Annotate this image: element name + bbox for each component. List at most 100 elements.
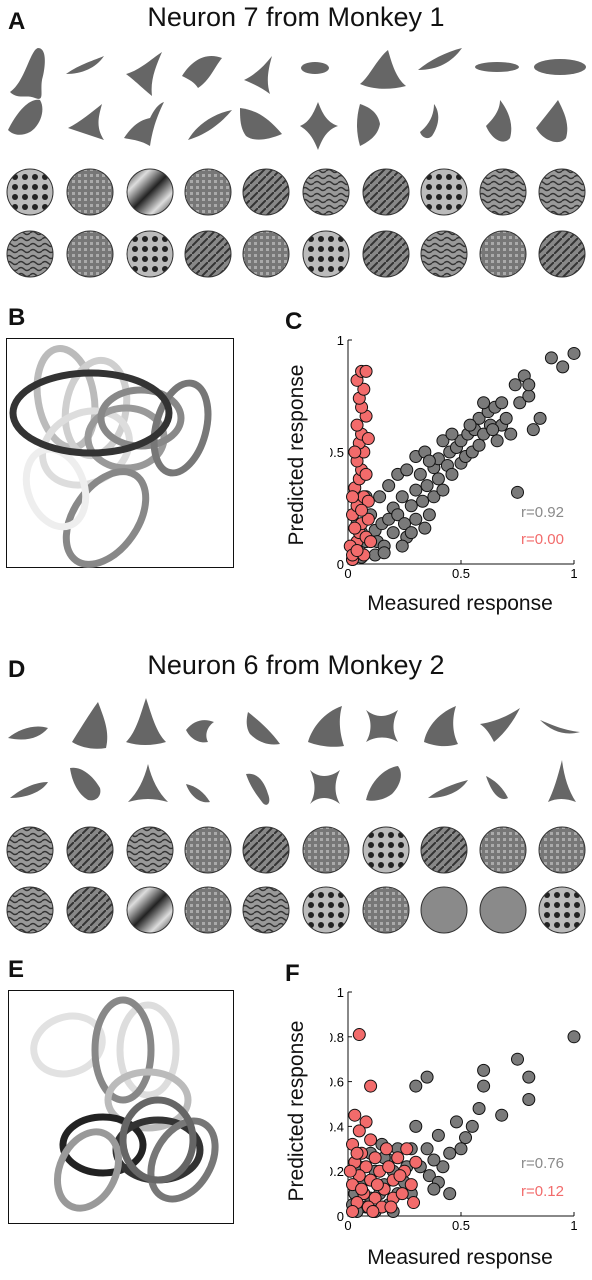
- legend-c-gray: r=0.92: [521, 504, 564, 521]
- scatter-f-point-red: [384, 1200, 398, 1214]
- scatter-c-point-gray: [404, 526, 418, 540]
- shape-a12: [68, 104, 104, 140]
- scatter-c-point-gray: [431, 472, 445, 486]
- neuron-title-top: Neuron 7 from Monkey 1: [147, 2, 445, 32]
- shape-d6: [308, 706, 344, 747]
- shape-a14: [188, 110, 232, 140]
- scatter-f-ytick-label: 0.6: [330, 1075, 344, 1090]
- scatter-f-point-red: [400, 1142, 414, 1156]
- xlabel-f: Measured response: [367, 1246, 553, 1269]
- scatter-c-point-gray: [418, 521, 432, 535]
- scatter-c-point-red: [361, 494, 375, 508]
- shape-a20: [536, 100, 568, 143]
- scatter-c-point-gray: [513, 396, 527, 410]
- shape-a13: [124, 102, 164, 146]
- scatter-f-point-gray: [420, 1142, 434, 1156]
- scatter-c-point-gray: [409, 483, 423, 497]
- ellipse-panel-b: [6, 338, 234, 568]
- scatter-c-point-gray: [522, 389, 536, 403]
- scatter-c-point-red: [361, 512, 375, 526]
- scatter-f-ytick-label: 0.4: [330, 1119, 344, 1134]
- scatter-f-point-gray: [420, 1070, 434, 1084]
- scatter-c-point-gray: [373, 490, 387, 504]
- scatter-c-point-gray: [508, 378, 522, 392]
- scatter-c-xtick-label: 1: [570, 566, 577, 578]
- scatter-c-point-gray: [404, 499, 418, 513]
- scatter-c-ytick-label: 0.5: [330, 445, 344, 460]
- neuron-title-bottom: Neuron 6 from Monkey 2: [147, 650, 445, 680]
- scatter-f-point-gray: [443, 1146, 457, 1160]
- scatter-f-point-gray: [422, 1169, 436, 1183]
- shape-d1: [8, 726, 48, 740]
- scatter-f-point-red: [393, 1169, 407, 1183]
- shape-a15: [240, 108, 282, 140]
- scatter-c-point-gray: [422, 508, 436, 522]
- scatter-f-point-gray: [472, 1101, 486, 1115]
- scatter-f-point-red: [391, 1151, 405, 1165]
- scatter-f-point-gray: [427, 1182, 441, 1196]
- scatter-c-point-gray: [499, 411, 513, 425]
- shape-a3: [126, 52, 162, 96]
- shape-a5: [244, 56, 272, 94]
- shape-d10: [540, 720, 580, 734]
- stimuli-grid-a: [6, 48, 586, 278]
- scatter-f-ytick-label: 0.2: [330, 1164, 344, 1179]
- scatter-f-point-red: [348, 1108, 362, 1122]
- scatter-f-point-red: [346, 1205, 360, 1219]
- scatter-f-point-gray: [522, 1070, 536, 1084]
- scatter-f-point-red: [350, 1146, 364, 1160]
- scatter-f-point-red: [368, 1151, 382, 1165]
- panel-letter-d: D: [8, 656, 26, 683]
- scatter-c-point-gray: [398, 517, 411, 531]
- shape-d5: [246, 712, 280, 745]
- texture-row-a2: [6, 230, 586, 278]
- scatter-c-point-red: [350, 544, 364, 558]
- scatter-c-point-gray: [486, 423, 500, 437]
- scatter-c-point-gray: [377, 546, 391, 560]
- scatter-f-point-red: [370, 1178, 384, 1192]
- scatter-f-point-red: [352, 1124, 366, 1138]
- shape-a9: [475, 62, 519, 72]
- scatter-c-point-red: [348, 521, 362, 535]
- panel-letter-e: E: [8, 956, 25, 983]
- shape-d8: [424, 706, 458, 747]
- scatter-c-point-gray: [400, 463, 414, 477]
- shape-d12: [70, 767, 101, 801]
- shape-a18: [420, 104, 439, 139]
- shape-a2: [66, 56, 104, 74]
- panel-letter-a: A: [8, 8, 26, 35]
- scatter-f-xtick-label: 0.5: [452, 1218, 470, 1230]
- scatter-f-point-gray: [567, 1030, 581, 1044]
- scatter-f-point-red: [404, 1178, 418, 1192]
- ylabel-f: Predicted response: [285, 1020, 308, 1202]
- scatter-c: 0 0.5 1 0 0.5 1: [330, 333, 581, 578]
- shape-a7: [360, 50, 406, 89]
- scatter-f-point-gray: [477, 1079, 491, 1093]
- scatter-f-point-gray: [436, 1160, 450, 1174]
- scatter-c-ytick-label: 0: [337, 557, 344, 572]
- legend-c-red: r=0.00: [521, 531, 564, 548]
- scatter-c-point-gray: [445, 467, 459, 481]
- scatter-c-point-gray: [436, 434, 450, 448]
- scatter-c-point-gray: [544, 351, 558, 365]
- shape-d4: [186, 720, 214, 743]
- scatter-c-point-gray: [413, 467, 427, 481]
- shape-a4: [182, 56, 222, 88]
- scatter-c-point-gray: [386, 526, 400, 540]
- texture-row-d2: [6, 886, 586, 934]
- scatter-f-point-gray: [449, 1115, 463, 1129]
- scatter-c-point-gray: [395, 490, 409, 504]
- scatter-c-point-gray: [477, 396, 491, 410]
- shape-a19: [486, 100, 512, 142]
- scatter-c-point-red: [348, 445, 362, 459]
- scatter-f-ytick-label: 0: [337, 1209, 344, 1224]
- scatter-c-point-gray: [409, 512, 423, 526]
- scatter-c-point-red: [350, 418, 364, 432]
- shape-d17: [366, 766, 401, 801]
- scatter-c-point-gray: [472, 411, 486, 425]
- scatter-c-point-gray: [511, 485, 524, 499]
- shape-d2: [72, 702, 108, 749]
- panel-letter-f: F: [285, 960, 300, 987]
- scatter-c-ytick-label: 1: [337, 333, 344, 348]
- scatter-f-point-red: [352, 1028, 366, 1042]
